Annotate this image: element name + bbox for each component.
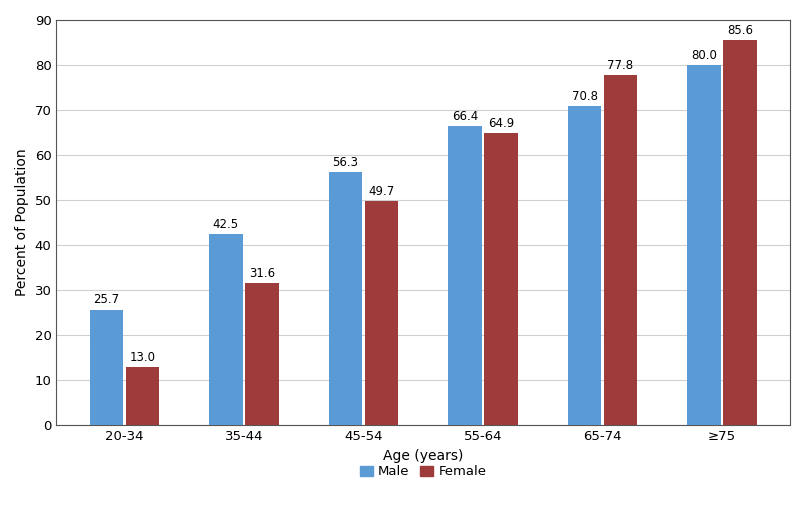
Text: 25.7: 25.7 xyxy=(93,294,119,306)
Legend: Male, Female: Male, Female xyxy=(354,460,492,484)
Text: 42.5: 42.5 xyxy=(213,218,239,231)
Bar xyxy=(245,283,279,425)
Bar xyxy=(568,107,601,425)
Bar xyxy=(365,201,398,425)
Text: 56.3: 56.3 xyxy=(332,156,358,169)
X-axis label: Age (years): Age (years) xyxy=(383,449,464,463)
Text: 13.0: 13.0 xyxy=(130,350,155,364)
Text: 31.6: 31.6 xyxy=(249,267,275,280)
Bar xyxy=(89,310,123,425)
Text: 64.9: 64.9 xyxy=(488,117,514,130)
Text: 49.7: 49.7 xyxy=(368,185,394,199)
Text: 77.8: 77.8 xyxy=(607,59,634,72)
Text: 80.0: 80.0 xyxy=(691,49,717,62)
Bar xyxy=(328,172,362,425)
Text: 85.6: 85.6 xyxy=(727,24,753,37)
Bar xyxy=(723,40,757,425)
Bar xyxy=(604,75,637,425)
Bar xyxy=(126,367,159,425)
Bar xyxy=(687,65,720,425)
Text: 66.4: 66.4 xyxy=(452,110,478,123)
Y-axis label: Percent of Population: Percent of Population xyxy=(15,149,29,296)
Text: 70.8: 70.8 xyxy=(572,90,597,104)
Bar xyxy=(209,234,242,425)
Bar xyxy=(484,133,518,425)
Bar xyxy=(448,126,481,425)
